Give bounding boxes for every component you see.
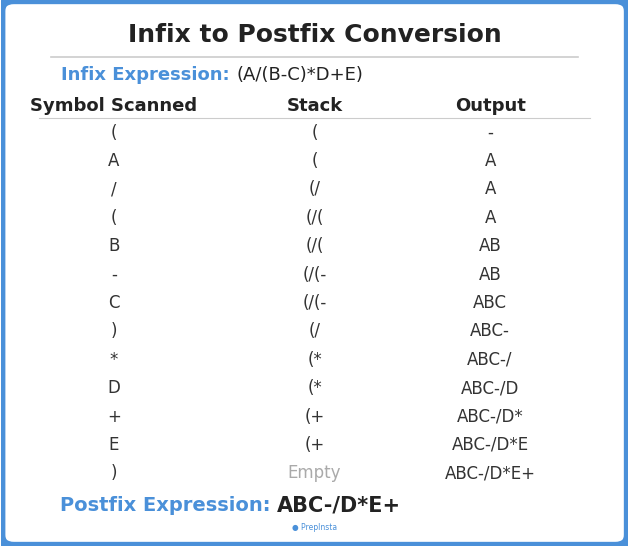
Text: (: ( — [311, 152, 318, 170]
Text: C: C — [108, 294, 120, 312]
Text: Infix Expression:: Infix Expression: — [62, 67, 230, 84]
Text: ABC: ABC — [473, 294, 507, 312]
Text: ABC-/D*: ABC-/D* — [457, 408, 524, 425]
Text: /: / — [111, 181, 117, 198]
Text: ): ) — [111, 465, 117, 482]
Text: ABC-/D*E+: ABC-/D*E+ — [277, 495, 401, 515]
Text: ABC-/D*E+: ABC-/D*E+ — [445, 465, 536, 482]
Text: Stack: Stack — [286, 98, 343, 115]
Text: (/(-: (/(- — [303, 294, 327, 312]
Text: (/(: (/( — [305, 209, 324, 227]
Text: *: * — [110, 351, 118, 369]
Text: A: A — [484, 209, 495, 227]
Text: ABC-/D*E: ABC-/D*E — [452, 436, 529, 454]
Text: D: D — [107, 379, 121, 397]
Text: ABC-/: ABC-/ — [467, 351, 513, 369]
Text: -: - — [487, 124, 493, 141]
Text: (/: (/ — [308, 323, 321, 340]
Text: (+: (+ — [305, 408, 325, 425]
Text: Output: Output — [455, 98, 526, 115]
Text: Symbol Scanned: Symbol Scanned — [31, 98, 198, 115]
Text: ● PrepInsta: ● PrepInsta — [292, 524, 337, 532]
Text: (/(-: (/(- — [303, 266, 327, 283]
Text: (+: (+ — [305, 436, 325, 454]
Text: Postfix Expression:: Postfix Expression: — [60, 496, 271, 514]
Text: B: B — [109, 238, 120, 255]
Text: A: A — [109, 152, 120, 170]
Text: AB: AB — [479, 266, 502, 283]
Text: +: + — [107, 408, 121, 425]
Text: ABC-: ABC- — [470, 323, 510, 340]
Text: Empty: Empty — [288, 465, 342, 482]
Text: (: ( — [311, 124, 318, 141]
Text: A: A — [484, 181, 495, 198]
Text: E: E — [109, 436, 119, 454]
Text: ABC-/D: ABC-/D — [461, 379, 519, 397]
Text: (: ( — [111, 124, 117, 141]
Text: A: A — [484, 152, 495, 170]
Text: AB: AB — [479, 238, 502, 255]
Text: (: ( — [111, 209, 117, 227]
Text: (*: (* — [307, 379, 322, 397]
Text: (A/(B-C)*D+E): (A/(B-C)*D+E) — [236, 67, 363, 84]
Text: (/(: (/( — [305, 238, 324, 255]
Text: (*: (* — [307, 351, 322, 369]
Text: Infix to Postfix Conversion: Infix to Postfix Conversion — [127, 23, 502, 48]
Text: -: - — [111, 266, 117, 283]
Text: (/: (/ — [308, 181, 321, 198]
Text: ): ) — [111, 323, 117, 340]
